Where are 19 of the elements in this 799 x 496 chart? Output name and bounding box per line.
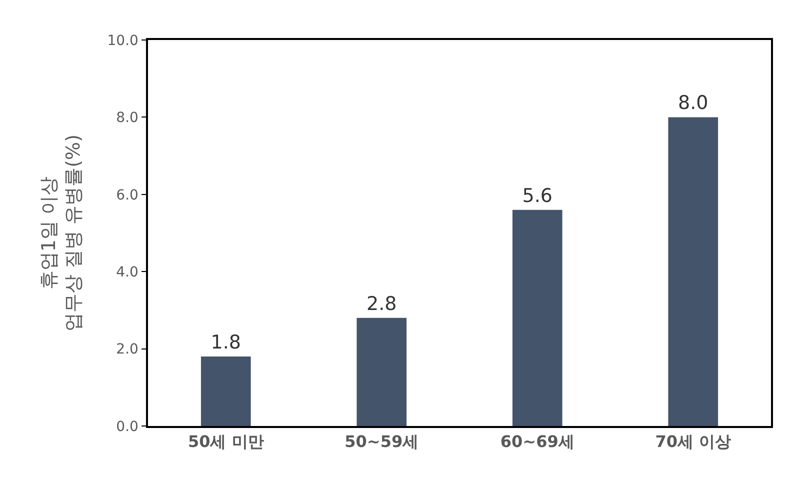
data-label: 1.8 (210, 332, 241, 354)
data-label: 2.8 (366, 292, 397, 315)
bar (356, 318, 407, 426)
x-tick-label: 50~59세 (344, 432, 419, 451)
y-tick-label: 0.0 (116, 418, 138, 435)
bar (512, 210, 562, 426)
x-tick-label: 50세 미만 (188, 432, 264, 451)
y-tick-label: 8.0 (116, 110, 138, 126)
y-tick-label: 2.0 (116, 342, 138, 358)
y-axis-title: 휴업1일 이상 업무상 질병 유병률(%) (38, 134, 85, 332)
data-label: 8.0 (678, 92, 708, 114)
y-tick-label: 6.0 (116, 187, 138, 204)
y-tick-label: 10.0 (107, 32, 138, 49)
bar (200, 356, 251, 426)
data-label: 5.6 (522, 184, 552, 207)
x-tick-label: 60~69세 (500, 432, 574, 451)
x-tick-label: 70세 이상 (655, 432, 732, 451)
bar (668, 117, 718, 426)
y-tick-label: 4.0 (116, 264, 138, 280)
